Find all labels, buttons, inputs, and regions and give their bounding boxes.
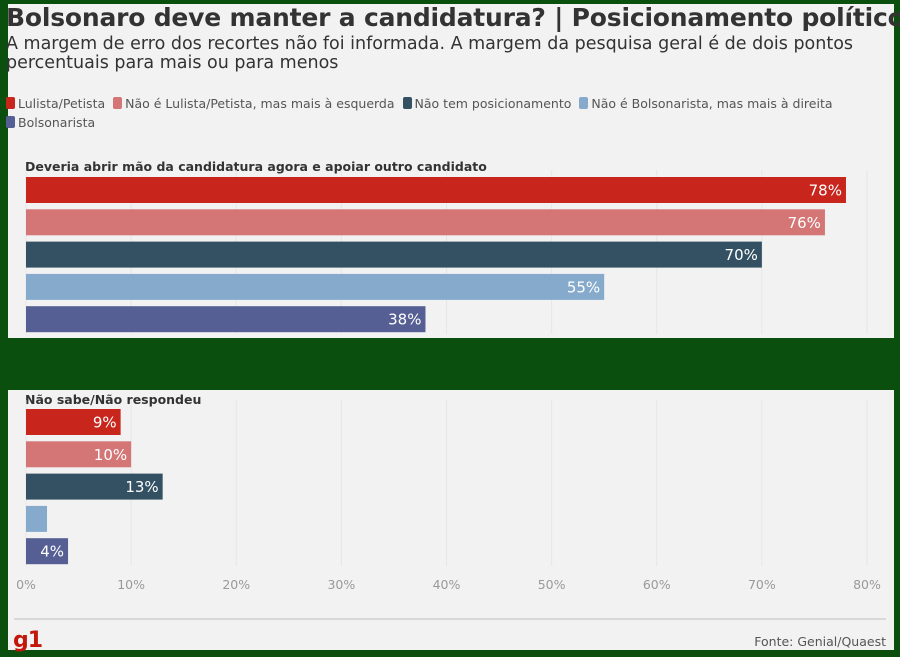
legend-item: Lulista/Petista bbox=[6, 94, 105, 113]
x-tick-label: 50% bbox=[538, 577, 566, 592]
x-tick-label: 10% bbox=[117, 577, 145, 592]
legend-item: Bolsonarista bbox=[6, 113, 95, 132]
g1-logo: g1 bbox=[13, 628, 43, 653]
bar bbox=[26, 209, 825, 236]
bar-value-label: 4% bbox=[40, 543, 64, 561]
x-tick-label: 20% bbox=[222, 577, 250, 592]
bar bbox=[26, 241, 762, 268]
chart-subtitle: A margem de erro dos recortes não foi in… bbox=[6, 34, 854, 73]
bar-value-label: 78% bbox=[809, 182, 842, 200]
bar-value-label: 38% bbox=[388, 311, 421, 329]
legend-label: Não é Bolsonarista, mas mais à direita bbox=[591, 96, 833, 111]
legend-label: Não é Lulista/Petista, mas mais à esquer… bbox=[125, 96, 395, 111]
chart-legend: Lulista/Petista Não é Lulista/Petista, ma… bbox=[6, 94, 866, 132]
bar bbox=[26, 538, 69, 565]
group-label-nao-sabe: Não sabe/Não respondeu bbox=[25, 392, 202, 407]
legend-swatch bbox=[113, 97, 123, 109]
x-tick-label: 30% bbox=[327, 577, 355, 592]
legend-item: Não tem posicionamento bbox=[402, 94, 572, 113]
x-tick-label: 40% bbox=[433, 577, 461, 592]
x-tick-label: 0% bbox=[16, 577, 36, 592]
legend-swatch bbox=[402, 97, 412, 109]
bar-value-label: 70% bbox=[725, 246, 758, 264]
x-tick-label: 70% bbox=[748, 577, 776, 592]
bar-value-label: 55% bbox=[567, 278, 600, 296]
bar bbox=[26, 306, 426, 333]
legend-label: Bolsonarista bbox=[18, 115, 96, 130]
source-note: Fonte: Genial/Quaest bbox=[754, 634, 886, 649]
bar bbox=[26, 441, 132, 468]
chart-title: Bolsonaro deve manter a candidatura? | P… bbox=[6, 3, 900, 32]
bar bbox=[26, 505, 48, 532]
legend-swatch bbox=[579, 97, 589, 109]
bar-value-label: 76% bbox=[788, 214, 821, 232]
bar bbox=[26, 473, 163, 500]
legend-item: Não é Bolsonarista, mas mais à direita bbox=[579, 94, 833, 113]
x-tick-label: 60% bbox=[643, 577, 671, 592]
bar-value-label: 9% bbox=[93, 414, 117, 432]
legend-swatch bbox=[6, 97, 15, 109]
legend-swatch bbox=[6, 116, 15, 128]
bar bbox=[26, 273, 605, 300]
legend-label: Não tem posicionamento bbox=[414, 96, 572, 111]
bar bbox=[26, 177, 846, 203]
x-tick-label: 80% bbox=[853, 577, 881, 592]
legend-label: Lulista/Petista bbox=[18, 96, 106, 111]
bar-value-label: 13% bbox=[125, 478, 158, 496]
chart-panel-bottom bbox=[8, 390, 894, 650]
bar-value-label: 10% bbox=[94, 446, 127, 464]
legend-item: Não é Lulista/Petista, mas mais à esquer… bbox=[113, 94, 395, 113]
bar bbox=[26, 409, 121, 435]
group-label-abrir-mao: Deveria abrir mão da candidatura agora e… bbox=[25, 159, 487, 174]
